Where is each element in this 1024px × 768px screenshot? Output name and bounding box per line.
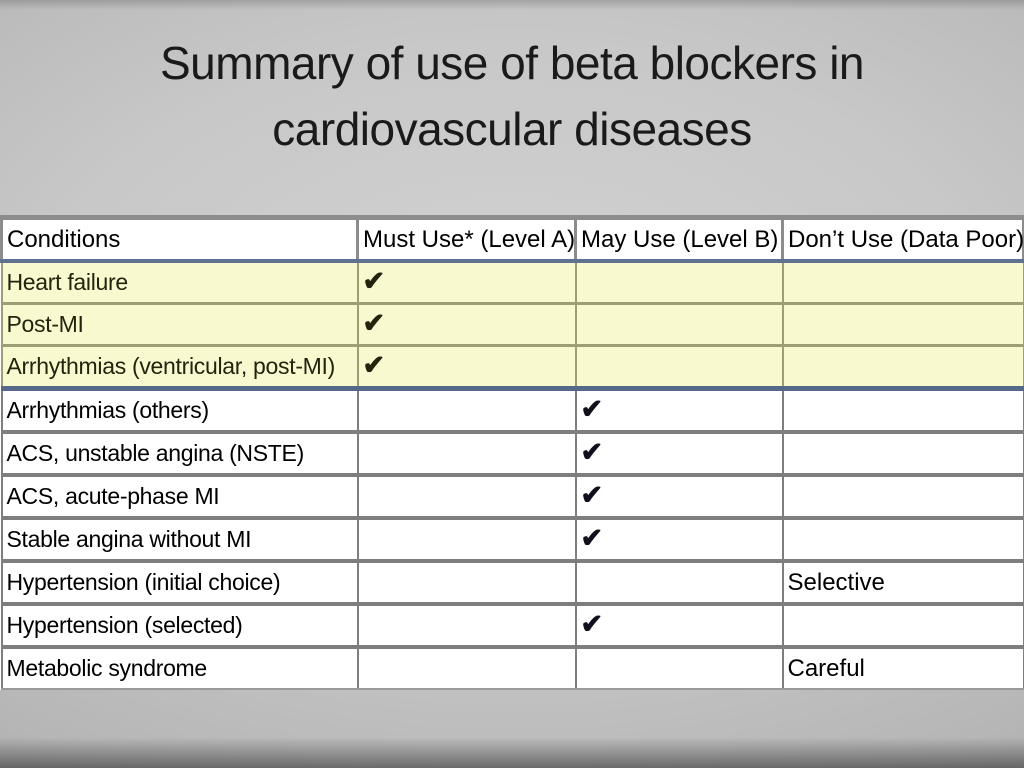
check-cell: ✔ — [356, 259, 577, 305]
value-cell — [356, 602, 577, 648]
condition-cell: Hypertension (initial choice) — [0, 559, 359, 605]
value-cell — [356, 559, 577, 605]
table-row: Stable angina without MI ✔ — [0, 516, 1024, 562]
table-body: Heart failure ✔ Post-MI ✔ Arrhythmias (ventr… — [0, 259, 1024, 690]
value-cell — [574, 259, 784, 305]
table-row: ACS, acute-phase MI ✔ — [0, 473, 1024, 519]
value-cell — [356, 430, 577, 476]
value-cell: Careful — [781, 645, 1024, 690]
condition-cell: Arrhythmias (ventricular, post-MI) — [0, 344, 359, 391]
check-cell: ✔ — [574, 386, 784, 433]
condition-cell: Arrhythmias (others) — [0, 386, 359, 433]
value-cell — [781, 516, 1024, 562]
beta-blocker-table: Conditions Must Use* (Level A) May Use (… — [0, 215, 1024, 690]
column-header-may-use: May Use (Level B) — [574, 215, 784, 263]
checkmark-icon: ✔ — [580, 437, 604, 467]
check-cell: ✔ — [574, 516, 784, 562]
value-cell — [781, 344, 1024, 391]
beta-blocker-table-wrap: Conditions Must Use* (Level A) May Use (… — [0, 215, 1024, 690]
value-cell — [781, 386, 1024, 433]
table-row: ACS, unstable angina (NSTE) ✔ — [0, 430, 1024, 476]
table-row: Hypertension (selected) ✔ — [0, 602, 1024, 648]
table-row: Heart failure ✔ — [0, 259, 1024, 305]
checkmark-icon: ✔ — [362, 308, 386, 338]
slide-title: Summary of use of beta blockers in cardi… — [0, 30, 1024, 162]
checkmark-icon: ✔ — [362, 266, 386, 296]
value-cell — [356, 645, 577, 690]
checkmark-icon: ✔ — [580, 394, 604, 424]
checkmark-icon: ✔ — [580, 523, 604, 553]
check-cell: ✔ — [574, 473, 784, 519]
column-header-conditions: Conditions — [0, 215, 359, 263]
table-row: Arrhythmias (ventricular, post-MI) ✔ — [0, 344, 1024, 391]
value-cell — [781, 602, 1024, 648]
condition-cell: ACS, unstable angina (NSTE) — [0, 430, 359, 476]
column-header-must-use: Must Use* (Level A) — [356, 215, 577, 263]
table-row: Post-MI ✔ — [0, 302, 1024, 347]
table-row: Hypertension (initial choice) Selective — [0, 559, 1024, 605]
value-cell: Selective — [781, 559, 1024, 605]
condition-cell: Hypertension (selected) — [0, 602, 359, 648]
value-cell — [781, 302, 1024, 347]
slide-title-line1: Summary of use of beta blockers in — [160, 37, 865, 89]
value-cell — [574, 559, 784, 605]
condition-cell: ACS, acute-phase MI — [0, 473, 359, 519]
value-cell — [356, 516, 577, 562]
value-cell — [356, 473, 577, 519]
condition-cell: Post-MI — [0, 302, 359, 347]
check-cell: ✔ — [574, 430, 784, 476]
value-cell — [574, 645, 784, 690]
condition-cell: Heart failure — [0, 259, 359, 305]
slide-title-line2: cardiovascular diseases — [272, 103, 752, 155]
checkmark-icon: ✔ — [580, 609, 604, 639]
value-cell — [781, 259, 1024, 305]
checkmark-icon: ✔ — [580, 480, 604, 510]
condition-cell: Stable angina without MI — [0, 516, 359, 562]
check-cell: ✔ — [356, 302, 577, 347]
value-cell — [781, 430, 1024, 476]
condition-cell: Metabolic syndrome — [0, 645, 359, 690]
check-cell: ✔ — [574, 602, 784, 648]
column-header-dont-use: Don’t Use (Data Poor) — [781, 215, 1024, 263]
checkmark-icon: ✔ — [362, 350, 386, 380]
value-cell — [356, 386, 577, 433]
value-cell — [781, 473, 1024, 519]
check-cell: ✔ — [356, 344, 577, 391]
header-row: Conditions Must Use* (Level A) May Use (… — [0, 215, 1024, 263]
table-row: Arrhythmias (others) ✔ — [0, 386, 1024, 433]
table-row: Metabolic syndrome Careful — [0, 645, 1024, 690]
value-cell — [574, 344, 784, 391]
value-cell — [574, 302, 784, 347]
